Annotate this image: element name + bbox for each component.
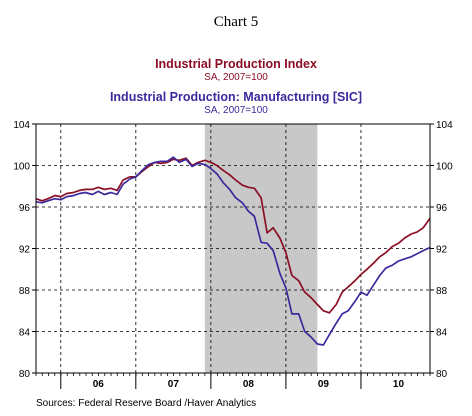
y-tick-label-left: 100 bbox=[13, 162, 30, 173]
y-tick-label-left: 80 bbox=[19, 369, 31, 380]
series-line-2 bbox=[35, 156, 431, 346]
x-year-label: 08 bbox=[243, 379, 255, 390]
y-tick-label-right: 100 bbox=[436, 162, 453, 173]
y-tick-label-right: 92 bbox=[436, 245, 448, 256]
chart-title: Industrial Production Index bbox=[155, 57, 317, 71]
y-tick-label-left: 88 bbox=[19, 286, 31, 297]
y-tick-label-right: 104 bbox=[436, 120, 453, 131]
x-year-label: 07 bbox=[168, 379, 180, 390]
plot-area: 80 80 84 84 88 88 92 92 96 96 100 100 104 104 06 07 08 09… bbox=[13, 120, 453, 390]
source-note: Sources: Federal Reserve Board /Haver An… bbox=[36, 398, 256, 409]
y-tick-label-right: 88 bbox=[436, 286, 448, 297]
y-tick-label-left: 84 bbox=[19, 328, 31, 339]
y-tick-label-right: 96 bbox=[436, 203, 448, 214]
y-tick-label-left: 92 bbox=[19, 245, 31, 256]
x-year-label: 10 bbox=[393, 379, 405, 390]
x-year-label: 06 bbox=[93, 379, 105, 390]
y-tick-label-left: 104 bbox=[13, 120, 30, 131]
x-year-label: 09 bbox=[318, 379, 330, 390]
chart-subtitle: SA, 2007=100 bbox=[204, 72, 268, 83]
series-line-1 bbox=[35, 157, 431, 314]
chart-title-2: Industrial Production: Manufacturing [SI… bbox=[110, 90, 362, 104]
y-tick-label-right: 84 bbox=[436, 328, 448, 339]
chart-subtitle-2: SA, 2007=100 bbox=[204, 105, 268, 116]
y-tick-label-left: 96 bbox=[19, 203, 31, 214]
y-tick-label-right: 80 bbox=[436, 369, 448, 380]
chart-number: Chart 5 bbox=[214, 14, 259, 30]
